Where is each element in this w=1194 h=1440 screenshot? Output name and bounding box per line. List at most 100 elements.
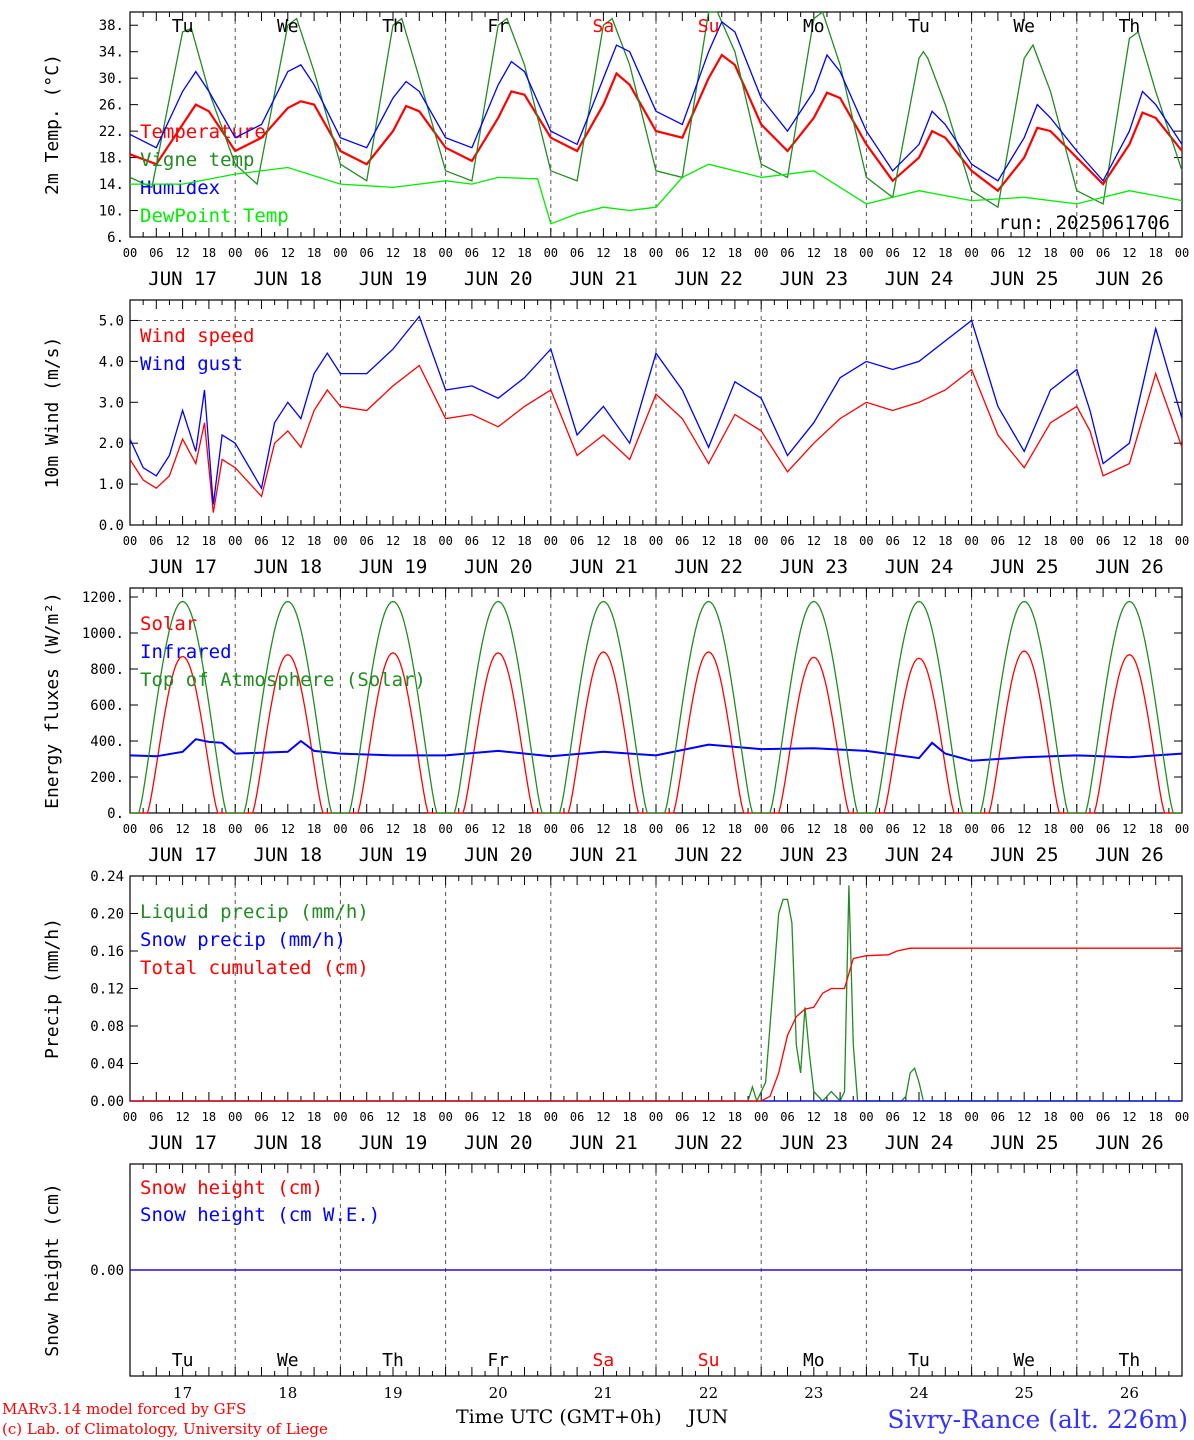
hour-tick-label: 00 <box>964 246 978 260</box>
hour-tick-label: 00 <box>228 534 242 548</box>
date-label: JUN 22 <box>674 844 743 866</box>
hour-tick-label: 18 <box>728 534 742 548</box>
hour-tick-label: 06 <box>149 534 163 548</box>
legend-entry: Humidex <box>140 177 220 199</box>
hour-tick-label: 06 <box>675 822 689 836</box>
hour-tick-label: 00 <box>649 1110 663 1124</box>
date-label: JUN 23 <box>779 844 848 866</box>
model-credit: MARv3.14 model forced by GFS <box>2 1400 246 1418</box>
series-line-temperature <box>129 53 1183 193</box>
date-label: JUN 26 <box>1095 268 1164 290</box>
date-label: JUN 20 <box>464 844 533 866</box>
y-tick-label: 30. <box>99 71 124 87</box>
hour-tick-label: 18 <box>202 1110 216 1124</box>
hour-tick-label: 00 <box>1175 534 1189 548</box>
series-line-wind-speed <box>129 364 1183 513</box>
hour-tick-label: 18 <box>412 822 426 836</box>
y-tick-label: 0.12 <box>90 982 124 998</box>
date-label: JUN 18 <box>253 556 322 578</box>
series-line-infrared <box>129 738 1183 762</box>
hour-tick-label: 00 <box>228 1110 242 1124</box>
y-tick-label: 0.0 <box>99 518 124 534</box>
y-tick-label: 0.20 <box>90 907 124 923</box>
date-label: JUN 20 <box>464 268 533 290</box>
hour-tick-label: 00 <box>754 246 768 260</box>
hour-tick-label: 00 <box>649 534 663 548</box>
date-label: JUN 22 <box>674 268 743 290</box>
date-label: JUN 23 <box>779 556 848 578</box>
weekday-label: Su <box>698 1350 720 1371</box>
hour-tick-label: 12 <box>281 534 295 548</box>
hour-tick-label: 06 <box>675 1110 689 1124</box>
y-tick-label: 4.0 <box>99 354 124 370</box>
day-number-label: 18 <box>278 1384 297 1402</box>
hour-tick-label: 18 <box>833 534 847 548</box>
hour-tick-label: 12 <box>175 534 189 548</box>
hour-tick-label: 06 <box>885 534 899 548</box>
hour-tick-label: 06 <box>254 822 268 836</box>
weekday-label: Mo <box>803 1350 825 1371</box>
hour-tick-label: 18 <box>1148 822 1162 836</box>
hour-tick-label: 00 <box>544 246 558 260</box>
hour-tick-label: 18 <box>833 246 847 260</box>
hour-tick-label: 00 <box>859 534 873 548</box>
legend-entry: Wind speed <box>140 325 254 347</box>
hour-tick-label: 06 <box>1096 1110 1110 1124</box>
hour-tick-label: 06 <box>991 246 1005 260</box>
hour-tick-label: 12 <box>912 822 926 836</box>
weekday-label: Tu <box>908 1350 930 1371</box>
hour-tick-label: 12 <box>1017 246 1031 260</box>
hour-tick-label: 12 <box>701 1110 715 1124</box>
hour-tick-label: 06 <box>570 1110 584 1124</box>
hour-tick-label: 00 <box>754 534 768 548</box>
hour-tick-label: 18 <box>1043 534 1057 548</box>
hour-tick-label: 00 <box>544 1110 558 1124</box>
hour-tick-label: 00 <box>544 822 558 836</box>
weekday-label: Th <box>382 1350 404 1371</box>
date-label: JUN 25 <box>990 268 1059 290</box>
weekday-label: Th <box>382 16 404 37</box>
weekday-label: Su <box>698 16 720 37</box>
hour-tick-label: 12 <box>281 246 295 260</box>
y-tick-label: 0.24 <box>90 869 124 885</box>
hour-tick-label: 18 <box>938 534 952 548</box>
date-label: JUN 24 <box>885 556 954 578</box>
legend-entry: Snow height (cm W.E.) <box>140 1204 380 1226</box>
hour-tick-label: 18 <box>938 246 952 260</box>
date-label: JUN 24 <box>885 844 954 866</box>
hour-tick-label: 18 <box>517 1110 531 1124</box>
weekday-label: We <box>277 1350 299 1371</box>
y-tick-label: 3.0 <box>99 395 124 411</box>
y-tick-label: 38. <box>99 18 124 34</box>
time-axis-title: Time UTC (GMT+0h) <box>456 1406 662 1428</box>
hour-tick-label: 06 <box>991 534 1005 548</box>
hour-tick-label: 12 <box>912 246 926 260</box>
hour-tick-label: 06 <box>885 246 899 260</box>
hour-tick-label: 06 <box>1096 822 1110 836</box>
weekday-label: Fr <box>487 1350 509 1371</box>
hour-tick-label: 18 <box>1043 822 1057 836</box>
hour-tick-label: 18 <box>412 246 426 260</box>
lab-credit: (c) Lab. of Climatology, University of L… <box>2 1420 328 1438</box>
hour-tick-label: 06 <box>570 534 584 548</box>
hour-tick-label: 18 <box>938 822 952 836</box>
y-tick-label: 0.16 <box>90 944 124 960</box>
hour-tick-label: 18 <box>307 822 321 836</box>
weekday-label: Tu <box>172 16 194 37</box>
hour-tick-label: 12 <box>596 1110 610 1124</box>
date-label: JUN 26 <box>1095 1132 1164 1154</box>
y-axis-label: Energy fluxes (W/m²) <box>42 592 63 809</box>
hour-tick-label: 18 <box>728 246 742 260</box>
hour-tick-label: 18 <box>622 822 636 836</box>
date-label: JUN 18 <box>253 268 322 290</box>
hour-tick-label: 00 <box>859 246 873 260</box>
hour-tick-label: 06 <box>885 1110 899 1124</box>
hour-tick-label: 00 <box>1175 246 1189 260</box>
hour-tick-label: 18 <box>833 1110 847 1124</box>
date-label: JUN 20 <box>464 556 533 578</box>
date-label: JUN 24 <box>885 1132 954 1154</box>
hour-tick-label: 00 <box>438 822 452 836</box>
hour-tick-label: 00 <box>333 822 347 836</box>
run-annotation: run: 2025061706 <box>998 212 1170 234</box>
